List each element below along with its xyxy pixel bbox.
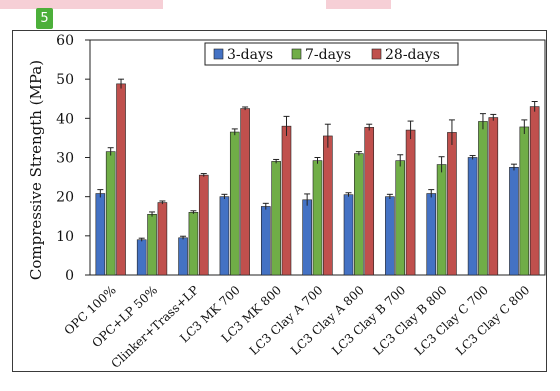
legend-swatch-28-days bbox=[371, 48, 382, 60]
bar-28-days bbox=[240, 108, 250, 276]
bar-3-days bbox=[95, 193, 106, 276]
bar-7-days bbox=[478, 121, 488, 276]
bar-3-days bbox=[385, 196, 395, 276]
bar-28-days bbox=[198, 174, 209, 276]
bar-3-days bbox=[260, 206, 271, 276]
x-tick-label: LC3 Clay A 800 bbox=[288, 283, 367, 358]
legend-swatch-7-days bbox=[291, 48, 302, 60]
bar-28-days bbox=[364, 127, 375, 276]
bar-28-days bbox=[447, 132, 457, 276]
y-tick-label: 20 bbox=[56, 190, 74, 206]
top-strip-left bbox=[0, 0, 163, 9]
legend-box bbox=[204, 42, 459, 66]
legend-label-7-days: 7-days bbox=[305, 47, 351, 63]
bar-7-days bbox=[188, 212, 199, 276]
top-strip-right bbox=[326, 0, 391, 9]
bar-3-days bbox=[467, 157, 478, 276]
y-tick-label: 40 bbox=[56, 111, 74, 127]
y-tick-label: 0 bbox=[65, 268, 74, 284]
legend-label-3-days: 3-days bbox=[227, 47, 273, 63]
bar-7-days bbox=[354, 153, 364, 276]
x-tick-label: LC3 Clay B 800 bbox=[371, 283, 450, 358]
bar-3-days bbox=[509, 166, 519, 276]
bar-3-days bbox=[302, 199, 312, 276]
legend-label-28-days: 28-days bbox=[385, 47, 440, 63]
bar-7-days bbox=[436, 164, 447, 276]
y-axis-label: Compressive Strength (MPa) bbox=[27, 60, 45, 280]
bar-3-days bbox=[178, 237, 188, 276]
bar-7-days bbox=[395, 160, 406, 276]
bar-7-days bbox=[229, 131, 240, 276]
bar-3-days bbox=[219, 196, 230, 276]
bar-28-days bbox=[405, 129, 416, 276]
x-tick-label: LC3 Clay C 800 bbox=[453, 283, 532, 358]
bar-7-days bbox=[519, 126, 530, 276]
bar-3-days bbox=[136, 239, 147, 276]
bar-28-days bbox=[488, 117, 499, 276]
bar-28-days bbox=[157, 202, 168, 276]
y-tick-label: 30 bbox=[56, 151, 74, 167]
legend-swatch-3-days bbox=[213, 48, 224, 60]
y-tick-label: 10 bbox=[56, 229, 74, 245]
bar-3-days bbox=[426, 193, 437, 276]
bar-28-days bbox=[529, 106, 540, 276]
bar-7-days bbox=[312, 160, 323, 276]
bar-7-days bbox=[147, 213, 157, 276]
bar-28-days bbox=[281, 125, 292, 276]
bar-28-days bbox=[116, 83, 126, 276]
x-tick-label: LC3 Clay B 700 bbox=[329, 283, 408, 358]
x-tick-label: LC3 Clay C 700 bbox=[412, 283, 491, 358]
bar-3-days bbox=[343, 194, 354, 276]
y-tick-label: 50 bbox=[56, 72, 74, 88]
y-tick-label: 60 bbox=[56, 33, 74, 49]
bar-28-days bbox=[323, 135, 333, 276]
bar-7-days bbox=[271, 161, 281, 276]
bar-7-days bbox=[105, 151, 116, 276]
annotation-badge: 5 bbox=[36, 8, 53, 29]
x-tick-label: LC3 Clay A 700 bbox=[247, 283, 326, 358]
